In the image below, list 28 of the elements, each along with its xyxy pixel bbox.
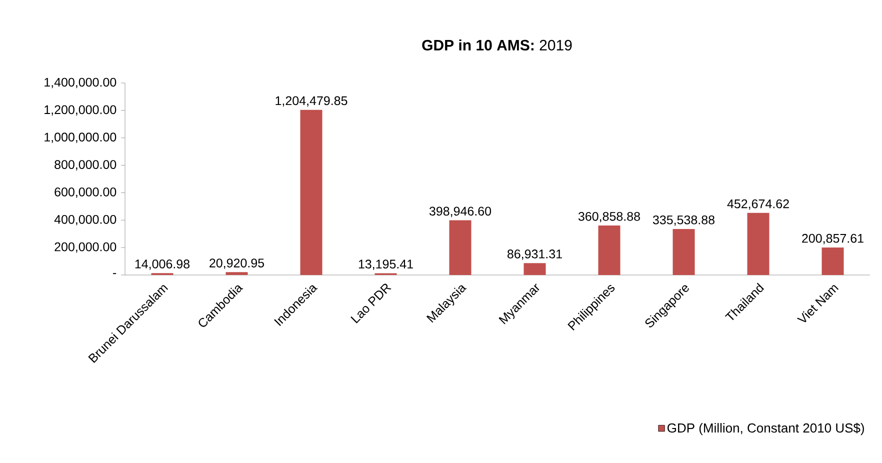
y-tick-label: 1,200,000.00 [44,105,116,116]
y-tick-label: 1,000,000.00 [44,132,116,144]
bar [449,220,472,275]
bar [226,272,248,275]
legend-label: GDP (Million, Constant 2010 US$) [668,422,864,436]
data-label: 13,195.41 [358,260,413,270]
bar [672,228,695,275]
y-tick-label: 800,000.00 [54,160,116,170]
y-tick-label: - [113,273,116,274]
data-label: 200,857.61 [802,234,864,244]
bar [747,212,770,275]
y-tick-label: 600,000.00 [54,188,116,198]
y-tick-label: 1,400,000.00 [44,78,116,88]
bar [598,226,620,275]
data-label: 1,204,479.85 [276,96,348,107]
data-label: 360,858.88 [578,212,640,222]
data-label: 14,006.98 [135,260,190,270]
data-label: 335,538.88 [652,215,714,226]
bar [300,110,322,275]
data-label: 20,920.95 [210,258,264,269]
y-tick-label: 200,000.00 [54,242,116,253]
bar [524,263,546,275]
data-label: 452,674.62 [727,199,789,210]
chart-title: GDP in 10 AMS: 2019 [422,39,572,50]
data-label: 86,931.31 [507,250,562,260]
data-label: 398,946.60 [429,206,492,218]
y-tick-label: 400,000.00 [54,214,116,226]
bar [822,247,844,275]
